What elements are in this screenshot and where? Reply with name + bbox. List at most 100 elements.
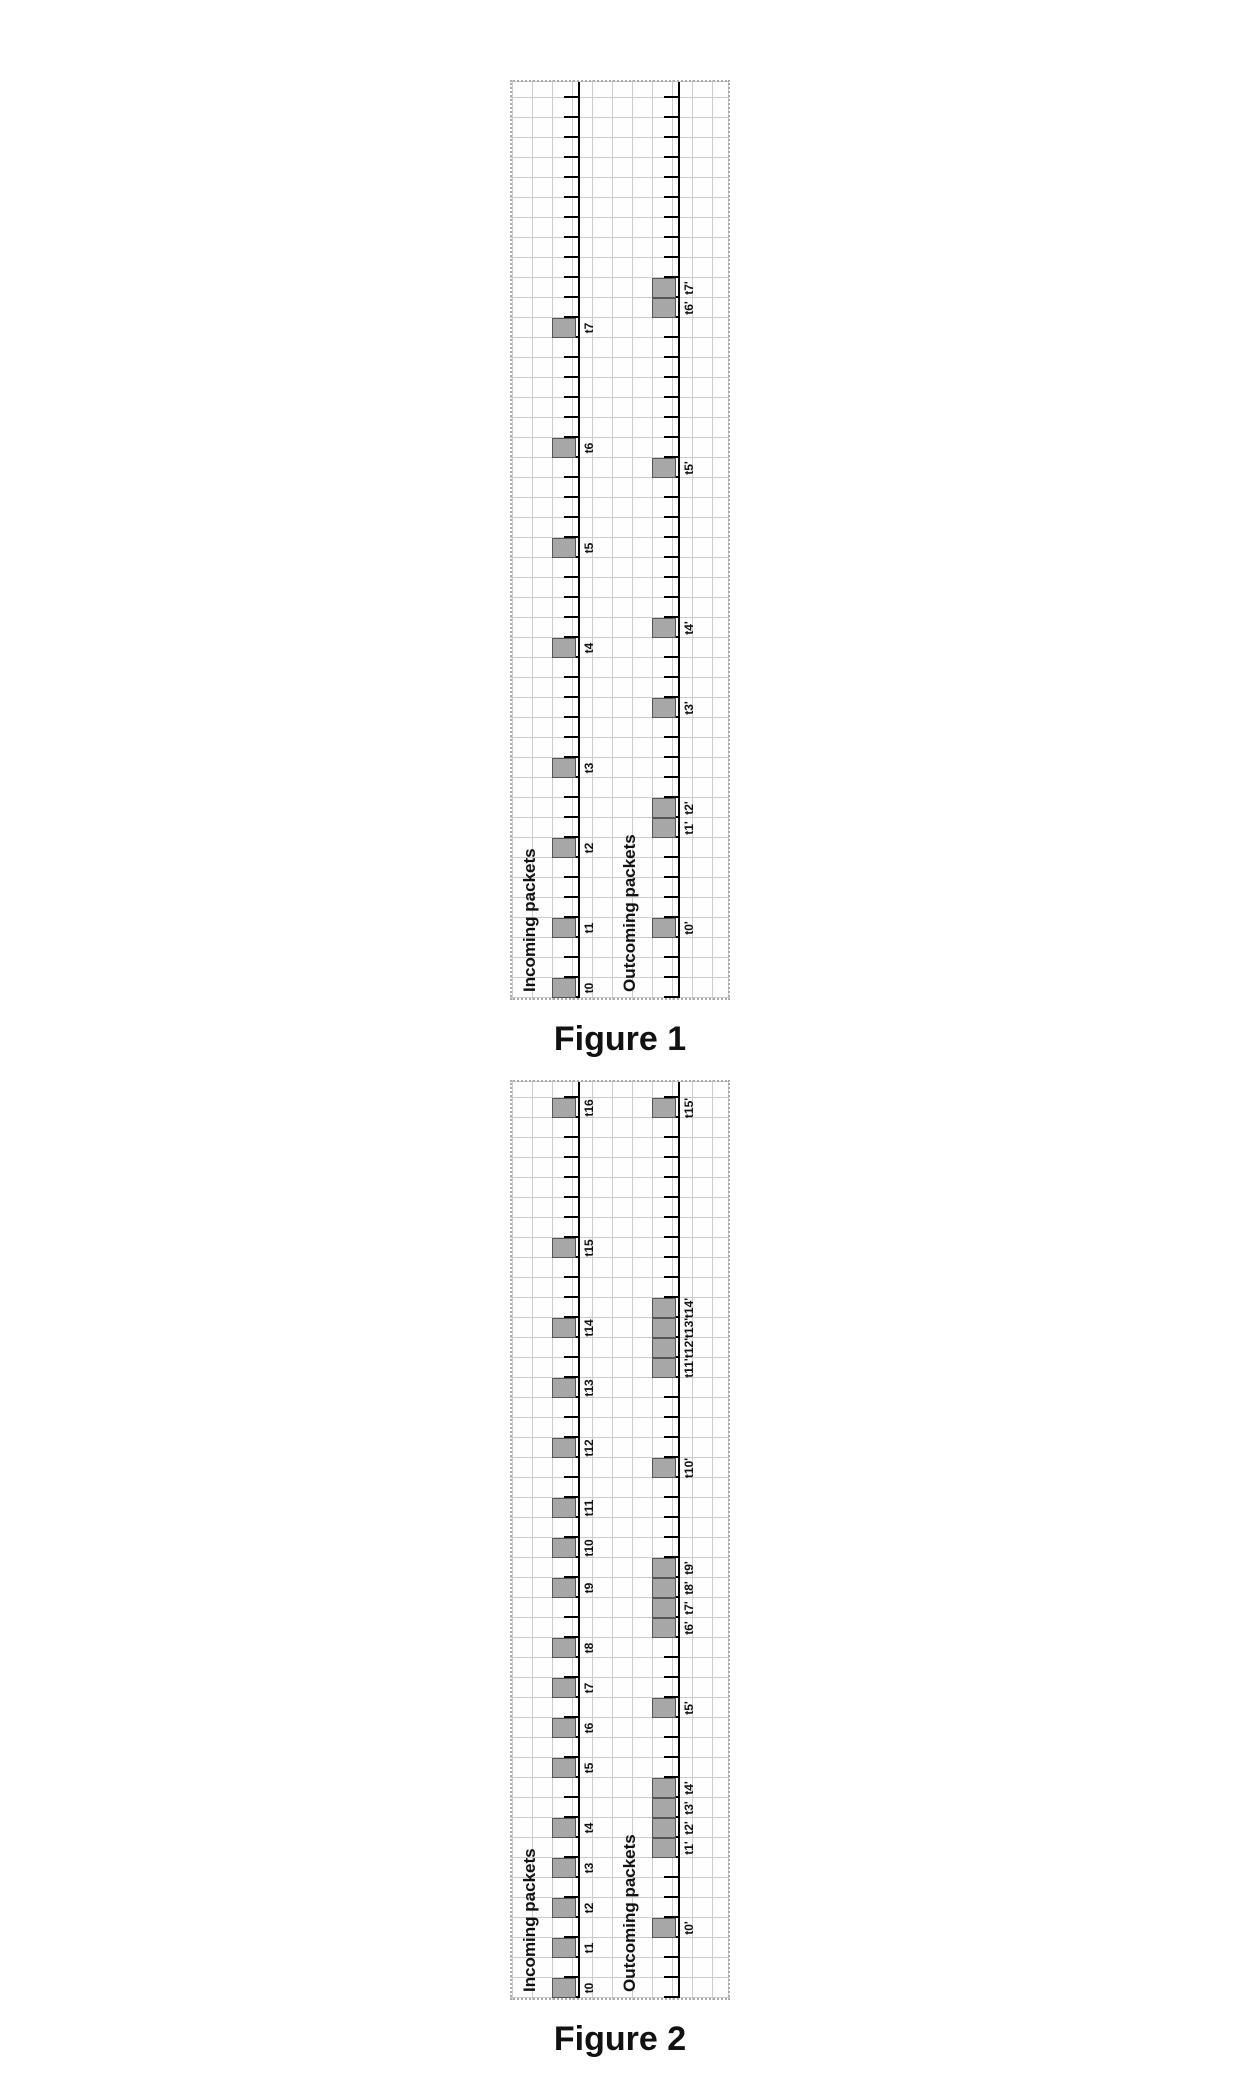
fig2-outgoing-tick: [664, 1516, 678, 1518]
fig2-outgoing-tick: [664, 1676, 678, 1678]
fig2-outgoing-packet: [652, 1818, 676, 1838]
fig2-outgoing-packet: [652, 1298, 676, 1318]
fig2-outgoing-tick: [664, 1736, 678, 1738]
fig1-outgoing-packet-label: t2': [682, 801, 696, 815]
fig2-outgoing-tick: [664, 1396, 678, 1398]
fig2-outgoing-packet: [652, 1598, 676, 1618]
fig2-outgoing-packet: [652, 1318, 676, 1338]
fig2-outgoing-tick: [664, 1236, 678, 1238]
fig2-incoming-tick: [564, 1196, 578, 1198]
fig1-incoming-tick: [564, 236, 578, 238]
fig2-outgoing-packet: [652, 1918, 676, 1938]
fig2-incoming-packet-label: t12: [582, 1439, 596, 1456]
fig1-incoming-tick: [564, 176, 578, 178]
fig2-outgoing-packet-label: t6': [682, 1621, 696, 1635]
fig2-incoming-packet: [552, 1678, 576, 1698]
fig2-incoming-packet-label: t5: [582, 1763, 596, 1774]
fig2-outgoing-tick: [664, 1756, 678, 1758]
fig1-incoming-tick: [564, 356, 578, 358]
fig1-outgoing-tick: [664, 876, 678, 878]
fig2-outgoing-tick: [664, 1656, 678, 1658]
fig2-outgoing-packet-label: t15': [682, 1098, 696, 1118]
fig1-outgoing-tick: [664, 436, 678, 438]
fig1-outgoing-tick: [664, 596, 678, 598]
fig2-incoming-packet-label: t9: [582, 1583, 596, 1594]
fig1-incoming-tick: [564, 256, 578, 258]
fig2-outgoing-packet: [652, 1558, 676, 1578]
fig2-incoming-packet-label: t4: [582, 1823, 596, 1834]
fig2-incoming-packet-label: t3: [582, 1863, 596, 1874]
fig2-outgoing-tick: [664, 1976, 678, 1978]
fig2-outgoing-tick: [664, 1876, 678, 1878]
fig1-outgoing-packet-label: t3': [682, 701, 696, 715]
fig1-outgoing-tick: [664, 256, 678, 258]
figure-2: Incoming packetst0t1t2t3t4t5t6t7t8t9t10t…: [510, 1080, 730, 2080]
fig1-incoming-tick: [564, 796, 578, 798]
fig2-incoming-tick: [564, 1176, 578, 1178]
fig2-outgoing-packet: [652, 1778, 676, 1798]
fig1-outgoing-tick: [664, 736, 678, 738]
fig1-incoming-packet-label: t1: [582, 923, 596, 934]
fig2-incoming-packet-label: t11: [582, 1500, 596, 1517]
fig1-outgoing-packet-label: t6': [682, 301, 696, 315]
fig1-outgoing-packet-label: t7': [682, 281, 696, 295]
fig1-incoming-packet: [552, 978, 576, 998]
fig1-outgoing-tick: [664, 856, 678, 858]
fig1-outgoing-tick: [664, 776, 678, 778]
fig2-incoming-packet-label: t7: [582, 1683, 596, 1694]
fig2-outgoing-tick: [664, 1216, 678, 1218]
fig2-outgoing-tick: [664, 1256, 678, 1258]
fig1-outgoing-tick: [664, 236, 678, 238]
fig2-incoming-tick: [564, 1216, 578, 1218]
fig1-outgoing-tick: [664, 176, 678, 178]
fig2-incoming-packet-label: t14: [582, 1319, 596, 1336]
fig2-incoming-tick: [564, 1616, 578, 1618]
fig1-outgoing-tick: [664, 116, 678, 118]
fig2-outgoing-tick: [664, 1276, 678, 1278]
fig2-outgoing-tick: [664, 1536, 678, 1538]
fig2-outgoing-packet-label: t5': [682, 1701, 696, 1715]
fig1-incoming-tick: [564, 216, 578, 218]
fig2-incoming-packet: [552, 1538, 576, 1558]
fig2-outgoing-packet-label: t10': [682, 1458, 696, 1478]
fig2-outgoing-packet: [652, 1798, 676, 1818]
fig2-incoming-tick: [564, 1276, 578, 1278]
fig2-incoming-packet-label: t13: [582, 1379, 596, 1396]
fig2-outgoing-packet-label: t14': [682, 1298, 696, 1318]
fig1-outgoing-packet: [652, 798, 676, 818]
fig2-outgoing-tick: [664, 1996, 678, 1998]
fig1-outgoing-tick: [664, 996, 678, 998]
fig1-outgoing-tick: [664, 336, 678, 338]
fig1-incoming-tick: [564, 396, 578, 398]
figure-1-rotation-wrap: Incoming packetst0t1t2t3t4t5t6t7Outcomin…: [510, 80, 730, 1000]
fig1-outgoing-tick: [664, 216, 678, 218]
fig1-outgoing-tick: [664, 556, 678, 558]
fig2-incoming-packet: [552, 1938, 576, 1958]
fig1-incoming-tick: [564, 376, 578, 378]
fig1-outgoing-tick: [664, 976, 678, 978]
fig1-outgoing-tick: [664, 956, 678, 958]
fig1-incoming-packet-label: t7: [582, 323, 596, 334]
fig2-incoming-packet: [552, 1438, 576, 1458]
figure-2-rotation-wrap: Incoming packetst0t1t2t3t4t5t6t7t8t9t10t…: [510, 1080, 730, 2000]
fig2-incoming-packet: [552, 1818, 576, 1838]
fig1-incoming-tick: [564, 416, 578, 418]
fig1-incoming-packet: [552, 438, 576, 458]
fig2-outgoing-packet-label: t8': [682, 1581, 696, 1595]
fig1-outgoing-title: Outcoming packets: [620, 834, 640, 992]
fig2-outgoing-packet: [652, 1458, 676, 1478]
fig1-outgoing-packet: [652, 618, 676, 638]
fig1-incoming-packet-label: t4: [582, 643, 596, 654]
fig1-incoming-tick: [564, 156, 578, 158]
fig1-outgoing-packet-label: t5': [682, 461, 696, 475]
fig2-incoming-packet: [552, 1758, 576, 1778]
fig2-outgoing-tick: [664, 1416, 678, 1418]
fig1-incoming-packet-label: t2: [582, 843, 596, 854]
fig2-incoming-tick: [564, 1356, 578, 1358]
fig2-incoming-tick: [564, 1416, 578, 1418]
fig1-outgoing-axis: [678, 82, 680, 998]
fig2-incoming-packet: [552, 1578, 576, 1598]
fig2-outgoing-packet-label: t12': [682, 1338, 696, 1358]
fig2-incoming-packet: [552, 1498, 576, 1518]
fig1-outgoing-tick: [664, 676, 678, 678]
